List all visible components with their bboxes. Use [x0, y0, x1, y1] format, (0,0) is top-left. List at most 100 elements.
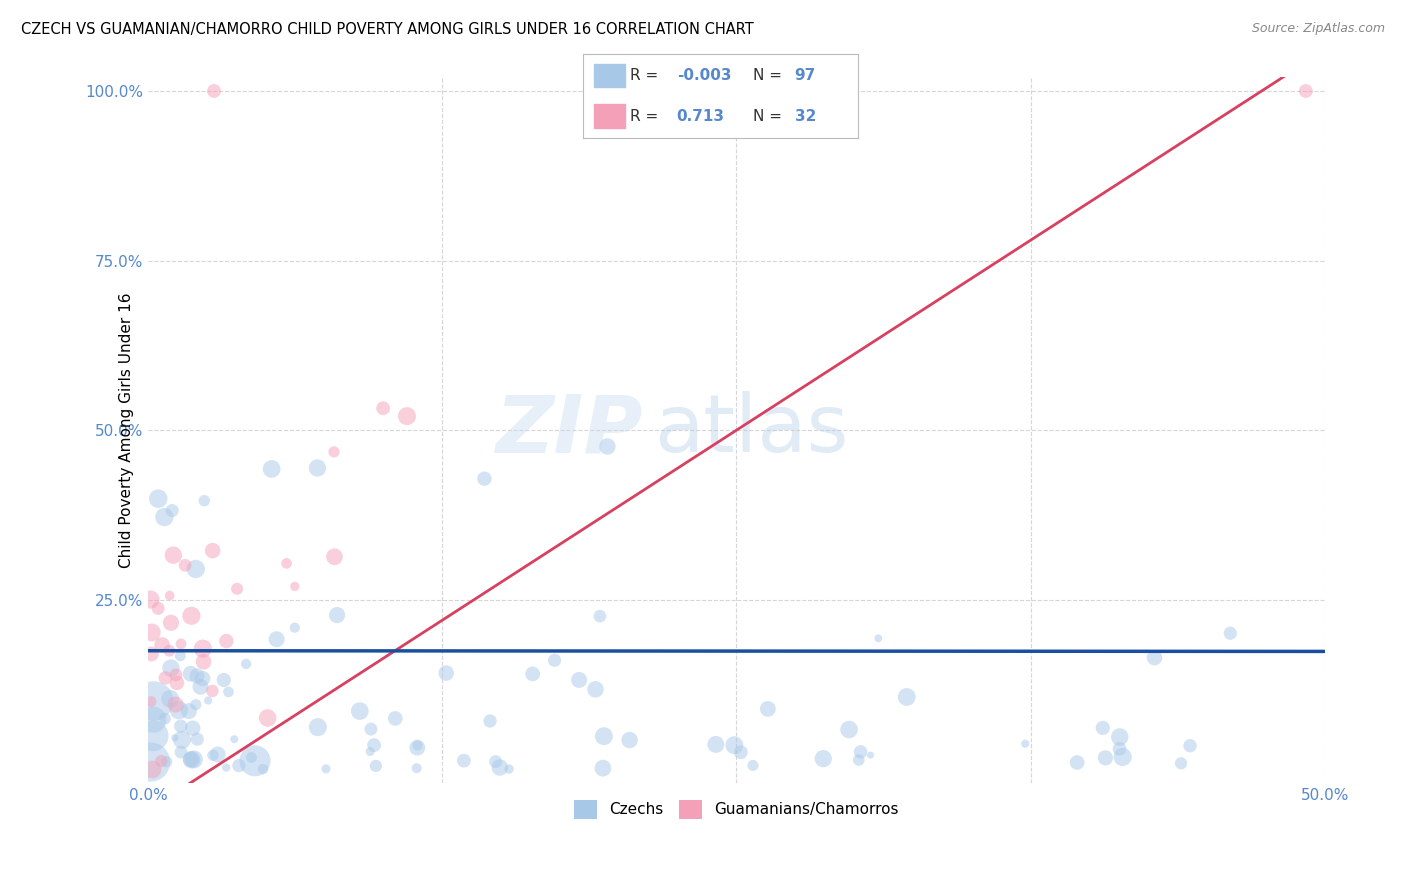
- Point: [896, 690, 918, 704]
- Point: [742, 758, 765, 772]
- Point: [252, 762, 274, 776]
- Point: [1178, 739, 1201, 753]
- Point: [723, 738, 745, 752]
- Point: [215, 761, 238, 775]
- Point: [170, 719, 193, 733]
- Point: [141, 647, 163, 661]
- Point: [142, 713, 165, 727]
- Point: [1295, 84, 1317, 98]
- Point: [217, 685, 239, 699]
- Point: [150, 638, 173, 652]
- Point: [141, 763, 163, 777]
- Point: [813, 751, 835, 765]
- Point: [153, 712, 176, 726]
- Point: [243, 754, 266, 768]
- Legend: Czechs, Guamanians/Chamorros: Czechs, Guamanians/Chamorros: [568, 794, 904, 825]
- Point: [1111, 750, 1133, 764]
- Point: [142, 729, 165, 743]
- Text: 97: 97: [794, 68, 815, 83]
- Point: [183, 752, 205, 766]
- Point: [453, 754, 475, 768]
- Point: [405, 761, 427, 775]
- Point: [256, 711, 278, 725]
- Point: [191, 641, 214, 656]
- Point: [155, 671, 177, 685]
- Point: [215, 634, 238, 648]
- Point: [157, 644, 180, 658]
- Point: [1094, 751, 1116, 765]
- Point: [180, 752, 202, 766]
- Point: [1108, 730, 1130, 744]
- Point: [384, 711, 406, 725]
- Point: [260, 462, 283, 476]
- Point: [177, 704, 200, 718]
- Point: [284, 579, 307, 593]
- Point: [181, 721, 204, 735]
- Point: [159, 589, 181, 603]
- Point: [197, 693, 219, 707]
- Point: [212, 673, 235, 687]
- Point: [1014, 737, 1036, 751]
- Point: [359, 745, 381, 759]
- Point: [1219, 626, 1241, 640]
- Text: 32: 32: [794, 109, 815, 124]
- Point: [1170, 756, 1192, 771]
- Point: [730, 745, 752, 759]
- Point: [406, 739, 429, 753]
- Point: [619, 733, 641, 747]
- Point: [169, 648, 191, 663]
- Point: [323, 445, 346, 459]
- Point: [148, 601, 170, 615]
- Point: [307, 461, 329, 475]
- Point: [160, 503, 183, 517]
- Point: [1066, 756, 1088, 770]
- Point: [201, 684, 224, 698]
- Point: [240, 750, 263, 764]
- Point: [139, 755, 162, 769]
- Point: [153, 510, 176, 524]
- Point: [139, 695, 162, 709]
- Point: [202, 84, 225, 98]
- Point: [226, 582, 249, 596]
- Y-axis label: Child Poverty Among Girls Under 16: Child Poverty Among Girls Under 16: [120, 293, 134, 568]
- Point: [756, 702, 779, 716]
- Point: [1143, 650, 1166, 665]
- Text: Source: ZipAtlas.com: Source: ZipAtlas.com: [1251, 22, 1385, 36]
- Point: [1108, 741, 1130, 756]
- Point: [148, 491, 170, 506]
- Point: [371, 401, 394, 416]
- Point: [479, 714, 502, 728]
- Point: [142, 694, 165, 708]
- Point: [141, 625, 163, 640]
- Point: [160, 661, 183, 675]
- Point: [174, 558, 197, 573]
- Point: [848, 753, 870, 767]
- Text: R =: R =: [630, 68, 664, 83]
- Point: [522, 666, 544, 681]
- Point: [838, 723, 860, 737]
- Point: [159, 691, 181, 706]
- Point: [162, 548, 184, 562]
- Point: [166, 676, 188, 690]
- Point: [323, 549, 346, 564]
- Point: [191, 672, 214, 686]
- Point: [360, 722, 382, 736]
- Point: [489, 760, 512, 774]
- Point: [395, 409, 418, 424]
- Text: R =: R =: [630, 109, 664, 124]
- Point: [543, 653, 565, 667]
- Point: [186, 732, 208, 747]
- Point: [150, 754, 173, 768]
- Point: [363, 738, 385, 752]
- Point: [284, 621, 307, 635]
- Point: [224, 732, 246, 747]
- Point: [592, 761, 614, 775]
- Point: [406, 740, 429, 755]
- Text: N =: N =: [754, 109, 787, 124]
- Point: [485, 755, 508, 769]
- Point: [596, 439, 619, 453]
- Text: -0.003: -0.003: [676, 68, 731, 83]
- Point: [266, 632, 288, 647]
- Point: [364, 759, 387, 773]
- Text: ZIP: ZIP: [495, 392, 643, 469]
